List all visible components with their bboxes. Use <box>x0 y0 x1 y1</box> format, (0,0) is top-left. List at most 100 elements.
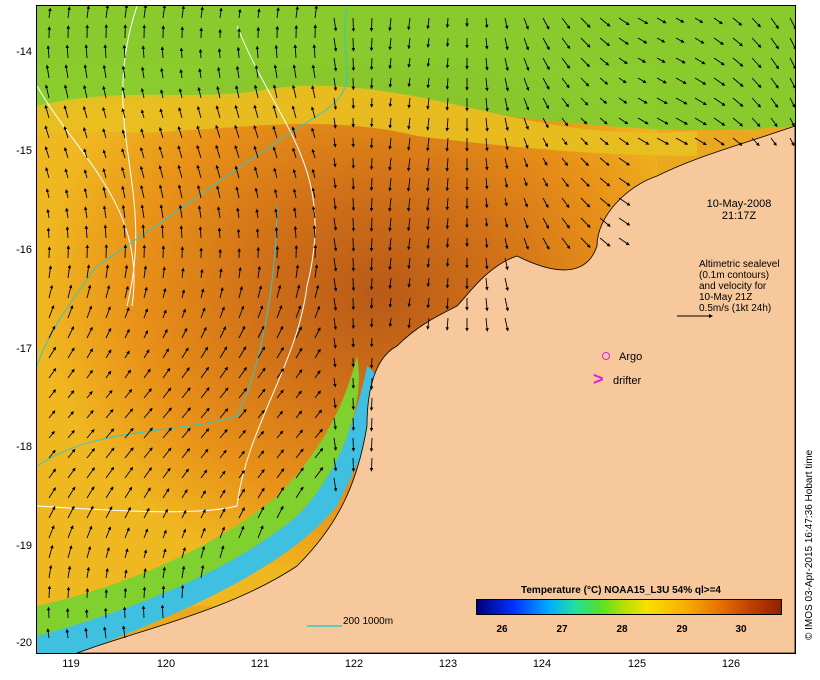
velocity-arrow <box>102 85 107 99</box>
velocity-arrow <box>105 546 110 559</box>
velocity-arrow <box>143 388 152 399</box>
velocity-arrow <box>580 37 591 48</box>
velocity-arrow <box>200 6 204 19</box>
velocity-arrow <box>333 177 337 189</box>
velocity-arrow <box>102 106 107 119</box>
velocity-arrow <box>333 397 337 409</box>
velocity-arrow <box>142 586 147 599</box>
argo-marker-icon <box>602 352 610 360</box>
velocity-arrow <box>86 486 95 499</box>
velocity-arrow <box>105 567 109 579</box>
velocity-arrow <box>44 125 50 139</box>
velocity-arrow <box>407 117 411 130</box>
velocity-arrow <box>121 65 126 79</box>
velocity-arrow <box>388 57 392 70</box>
velocity-arrow <box>694 77 707 85</box>
velocity-arrow <box>124 307 130 319</box>
velocity-arrow <box>599 137 609 146</box>
velocity-arrow <box>770 37 780 50</box>
velocity-arrow <box>369 397 374 411</box>
velocity-arrow <box>83 206 88 219</box>
velocity-arrow <box>86 284 92 299</box>
velocity-arrow <box>162 548 167 559</box>
velocity-arrow <box>333 137 337 148</box>
x-tick-label: 120 <box>156 658 176 670</box>
velocity-arrow <box>102 205 107 219</box>
note-line: 10-May 21Z <box>699 292 753 303</box>
velocity-arrow <box>561 97 570 108</box>
velocity-arrow <box>485 137 489 152</box>
depth-contour <box>37 6 348 467</box>
velocity-arrow <box>351 277 356 292</box>
velocity-arrow <box>121 204 126 219</box>
velocity-arrow <box>333 237 338 252</box>
velocity-arrow <box>561 117 569 127</box>
velocity-arrow <box>83 148 88 159</box>
velocity-arrow <box>369 377 374 390</box>
velocity-arrow <box>86 429 95 439</box>
velocity-arrow <box>124 264 129 279</box>
velocity-arrow <box>236 228 241 239</box>
velocity-arrow <box>238 325 246 339</box>
velocity-arrow <box>369 77 374 90</box>
velocity-arrow <box>675 17 685 23</box>
velocity-arrow <box>67 325 74 339</box>
velocity-arrow <box>580 97 589 106</box>
velocity-arrow <box>48 525 55 539</box>
velocity-arrow <box>484 237 489 249</box>
velocity-arrow <box>143 467 152 479</box>
velocity-arrow <box>86 305 93 319</box>
velocity-arrow <box>86 6 91 19</box>
velocity-arrow <box>789 57 795 70</box>
sst-map[interactable]: 10-May-2008 21:17Z Altimetric sealevel (… <box>36 5 796 654</box>
velocity-arrow <box>351 37 356 52</box>
velocity-arrow <box>276 449 284 459</box>
velocity-arrow <box>140 87 145 99</box>
velocity-arrow <box>751 97 762 108</box>
velocity-arrow <box>504 17 509 30</box>
velocity-arrow <box>618 157 630 166</box>
velocity-arrow <box>656 97 668 104</box>
velocity-arrow <box>141 605 146 619</box>
velocity-arrow <box>86 545 92 559</box>
velocity-arrow <box>445 317 450 331</box>
velocity-arrow <box>351 417 356 431</box>
velocity-arrow <box>162 309 167 319</box>
velocity-arrow <box>291 126 297 139</box>
colorbar-title: Temperature (°C) NOAA15_L3U 54% ql>=4 <box>521 585 721 596</box>
velocity-arrow <box>504 137 509 151</box>
velocity-arrow <box>770 97 779 109</box>
velocity-arrow <box>369 217 374 232</box>
velocity-arrow <box>333 117 337 129</box>
velocity-arrow <box>580 117 588 125</box>
credit-label: © IMOS 03-Apr-2015 16:47:36 Hobart time <box>804 449 815 640</box>
velocity-arrow <box>751 37 762 48</box>
velocity-arrow <box>295 305 302 319</box>
velocity-arrow <box>105 389 113 399</box>
velocity-arrow <box>789 97 795 108</box>
velocity-arrow <box>121 625 126 639</box>
velocity-arrow <box>85 587 90 599</box>
velocity-arrow <box>65 189 69 199</box>
velocity-arrow <box>295 486 304 499</box>
velocity-arrow <box>426 157 430 172</box>
velocity-arrow <box>64 64 69 79</box>
velocity-arrow <box>257 285 263 299</box>
velocity-arrow <box>333 277 338 292</box>
velocity-arrow <box>124 408 134 419</box>
velocity-arrow <box>181 6 186 19</box>
velocity-arrow <box>599 237 611 247</box>
velocity-arrow <box>713 97 726 106</box>
velocity-arrow <box>45 64 50 79</box>
velocity-arrow <box>656 137 670 145</box>
velocity-arrow <box>219 428 228 439</box>
velocity-arrow <box>162 488 170 499</box>
velocity-arrow <box>406 197 411 212</box>
velocity-arrow <box>407 237 411 251</box>
velocity-arrow <box>333 197 337 210</box>
colorbar-tick: 27 <box>556 624 568 635</box>
velocity-arrow <box>48 265 53 279</box>
velocity-arrow <box>276 264 281 279</box>
velocity-arrow <box>426 277 431 288</box>
velocity-arrow <box>48 389 57 399</box>
